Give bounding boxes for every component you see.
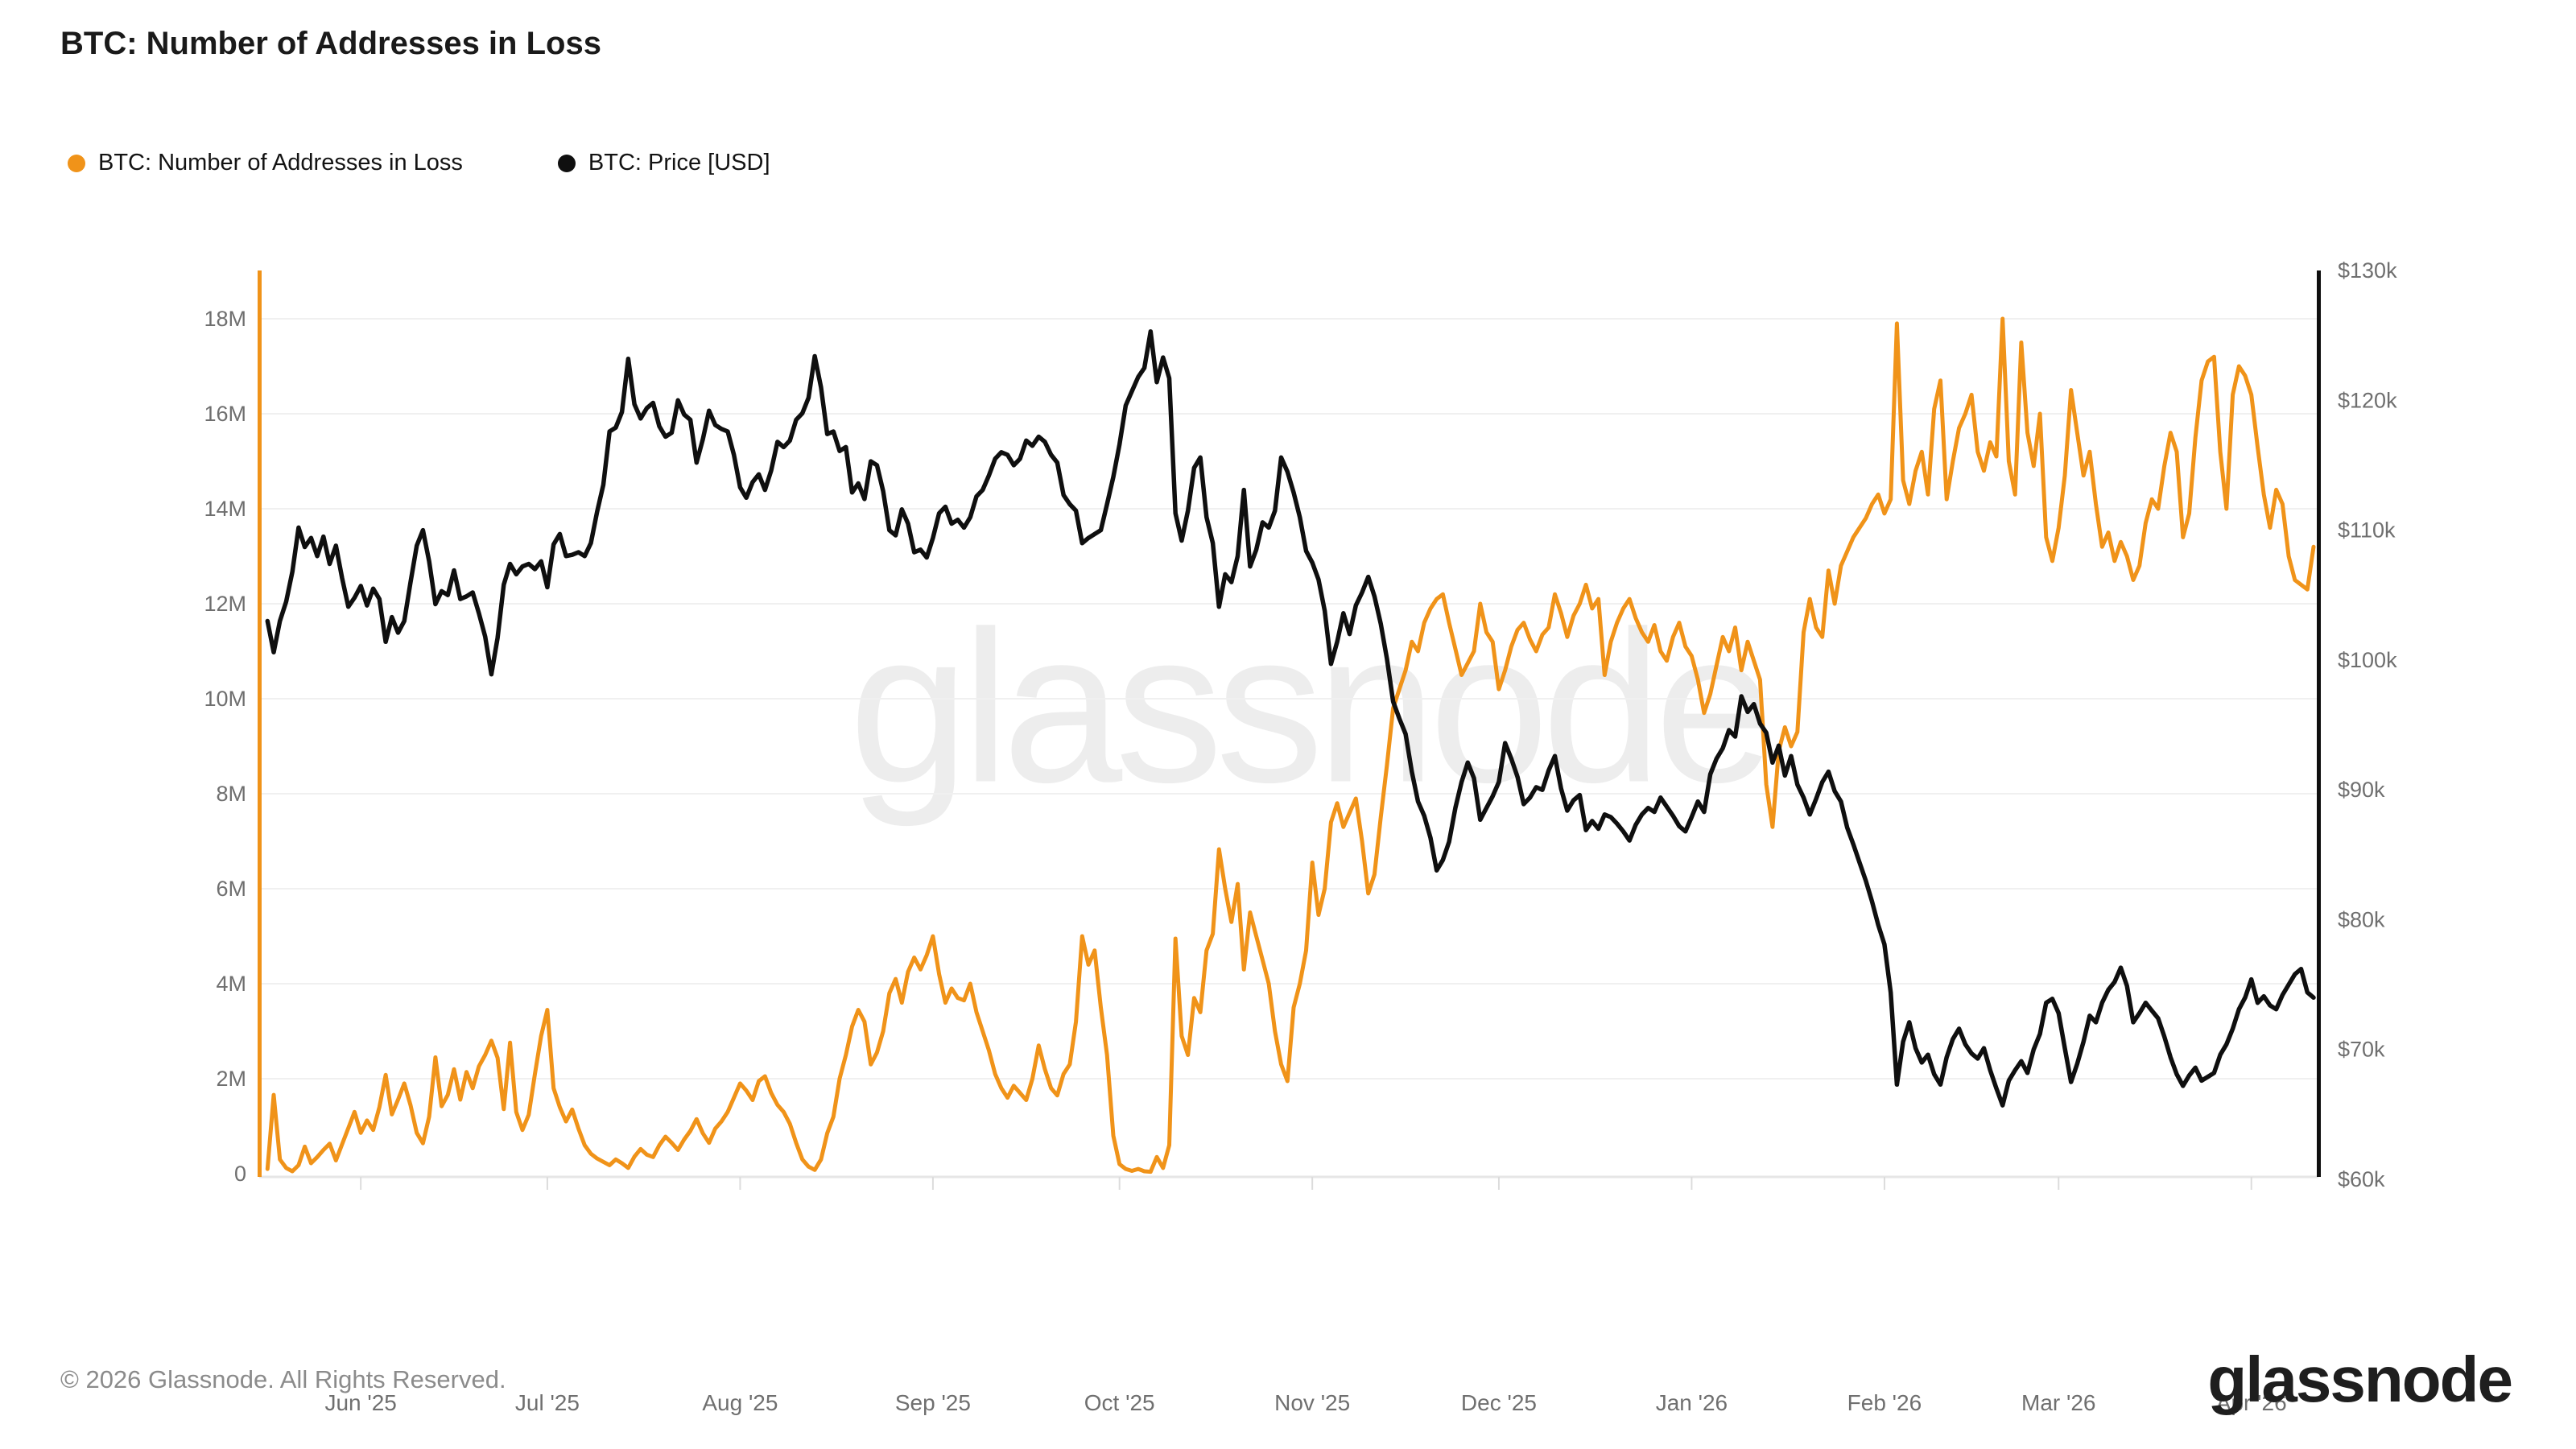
axis-spine-left bbox=[258, 270, 262, 1177]
legend-item-price[interactable]: BTC: Price [USD] bbox=[557, 150, 770, 176]
y-right-tick-label: $100k bbox=[2338, 648, 2397, 672]
watermark: glassnode bbox=[848, 585, 1775, 828]
legend-dot-addresses-icon bbox=[68, 154, 85, 172]
x-tick-label: Jun '25 bbox=[324, 1390, 396, 1415]
footer-copyright: © 2026 Glassnode. All Rights Reserved. bbox=[60, 1365, 506, 1393]
series-line-addresses[interactable] bbox=[265, 316, 2316, 1174]
x-tick-label: Mar '26 bbox=[2021, 1390, 2096, 1415]
legend-label-price: BTC: Price [USD] bbox=[588, 150, 770, 175]
x-tick-label: Apr '26 bbox=[2216, 1390, 2287, 1415]
y-left-tick-label: 8M bbox=[216, 782, 246, 806]
page-title: BTC: Number of Addresses in Loss bbox=[60, 26, 601, 61]
x-tick-label: Jul '25 bbox=[515, 1390, 580, 1415]
y-right-tick-label: $60k bbox=[2338, 1167, 2385, 1191]
glassnode-logo: glassnode bbox=[2207, 1344, 2513, 1415]
y-left-tick-label: 6M bbox=[216, 877, 246, 901]
y-right-tick-label: $120k bbox=[2338, 388, 2397, 412]
y-left-tick-label: 10M bbox=[204, 687, 246, 711]
y-left-tick-label: 18M bbox=[204, 307, 246, 331]
legend: BTC: Number of Addresses in Loss BTC: Pr… bbox=[68, 150, 770, 176]
y-right-tick-label: $130k bbox=[2338, 258, 2397, 283]
x-tick-label: Dec '25 bbox=[1461, 1390, 1537, 1415]
legend-dot-price-icon bbox=[557, 154, 576, 172]
axis-spine-right bbox=[2317, 270, 2321, 1177]
x-tick-label: Sep '25 bbox=[895, 1390, 971, 1415]
y-left-tick-label: 0 bbox=[234, 1162, 246, 1186]
y-left-tick-label: 16M bbox=[204, 402, 246, 426]
x-tick-label: Feb '26 bbox=[1847, 1390, 1922, 1415]
x-tick-label: Jan '26 bbox=[1656, 1390, 1728, 1415]
y-left-tick-label: 2M bbox=[216, 1067, 246, 1091]
y-right-tick-label: $80k bbox=[2338, 907, 2385, 931]
y-left-tick-label: 12M bbox=[204, 592, 246, 616]
y-left-tick-label: 14M bbox=[204, 497, 246, 521]
y-right-tick-label: $110k bbox=[2338, 518, 2396, 543]
legend-item-addresses[interactable]: BTC: Number of Addresses in Loss bbox=[68, 150, 463, 176]
y-right-tick-label: $90k bbox=[2338, 778, 2385, 802]
x-tick-label: Aug '25 bbox=[702, 1390, 778, 1415]
x-tick-label: Oct '25 bbox=[1084, 1390, 1155, 1415]
series-line-price[interactable] bbox=[265, 329, 2316, 1108]
y-right-tick-label: $70k bbox=[2338, 1038, 2385, 1062]
x-tick-label: Nov '25 bbox=[1274, 1390, 1350, 1415]
y-left-tick-label: 4M bbox=[216, 972, 246, 996]
legend-label-addresses: BTC: Number of Addresses in Loss bbox=[98, 150, 463, 175]
